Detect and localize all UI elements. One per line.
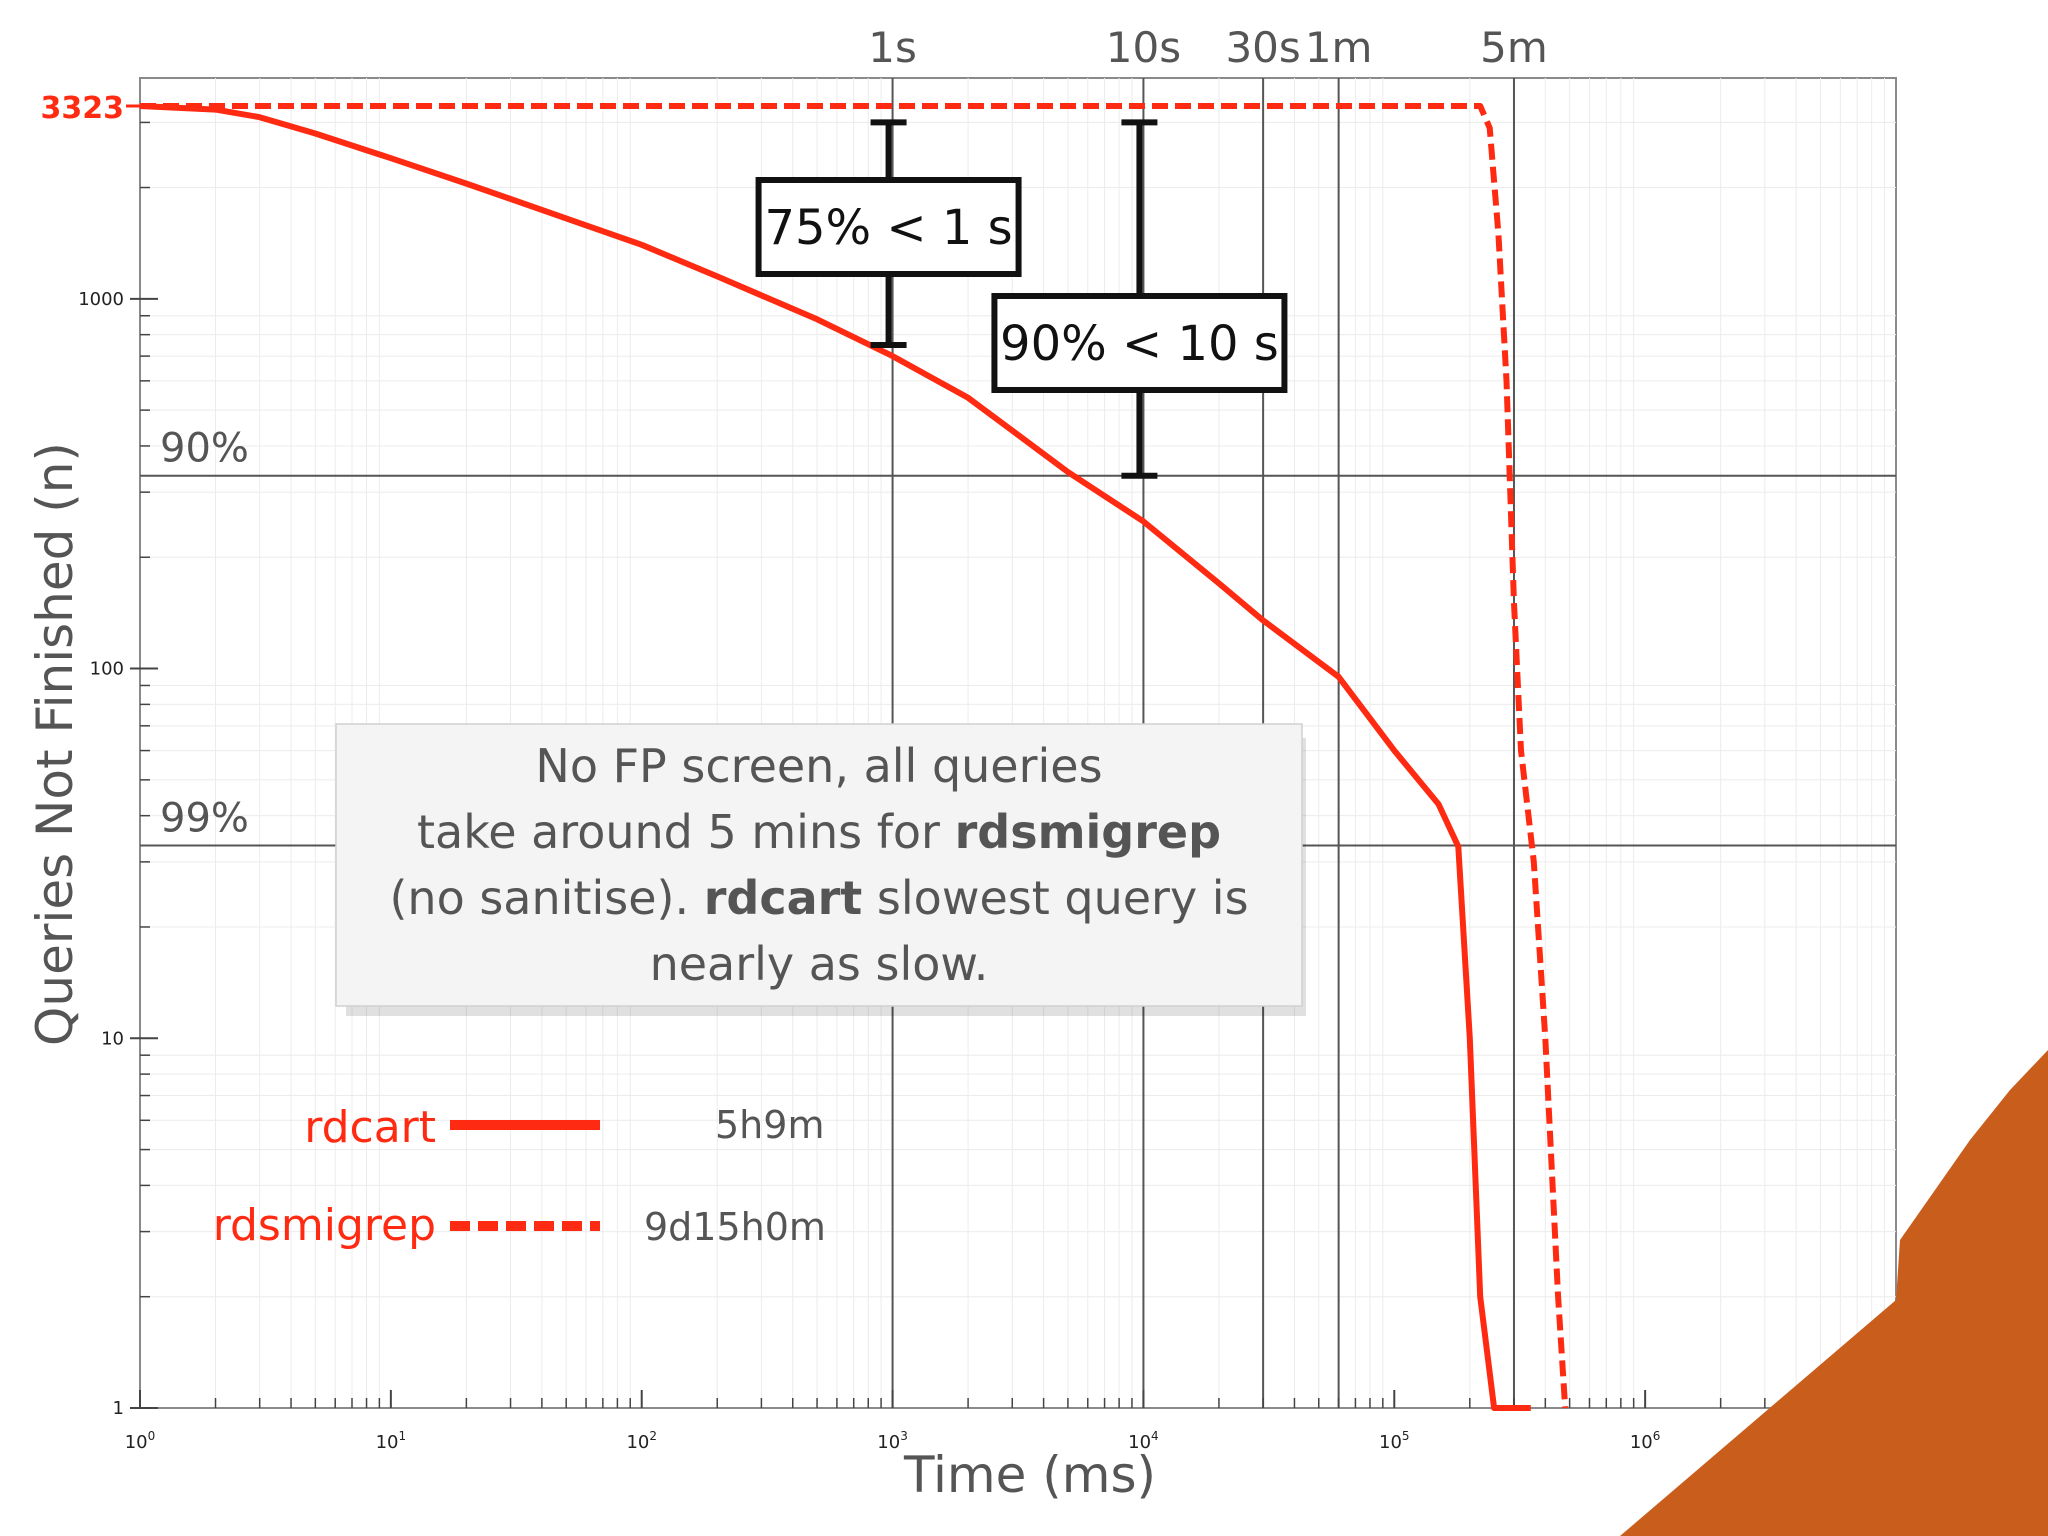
percentile-labels: 90% 99% xyxy=(160,426,249,842)
percentile-label: 90% xyxy=(160,426,249,472)
x-tick-label: 101 xyxy=(376,1429,407,1453)
y-max-label: 3323 xyxy=(41,91,125,126)
x-tick-label: 106 xyxy=(1630,1429,1661,1453)
y-axis-label: Queries Not Finished (n) xyxy=(26,442,84,1046)
x-tick-label: 104 xyxy=(1128,1429,1159,1453)
annotation-layer: 75% < 1 s 90% < 10 s xyxy=(755,119,1288,479)
y-tick-label: 1000 xyxy=(78,289,124,310)
legend-label-rdsmigrep: rdsmigrep xyxy=(213,1200,436,1251)
annotation-label: 75% < 1 s xyxy=(764,200,1012,256)
annotation-label: 90% < 10 s xyxy=(1000,316,1279,372)
legend-label-rdcart: rdcart xyxy=(304,1102,436,1153)
annotation-box xyxy=(991,293,1288,393)
legend: rdcart 5h9m rdsmigrep 9d15h0m xyxy=(213,1102,826,1251)
time-marker-label: 1m xyxy=(1305,23,1373,72)
series-line-rdcart xyxy=(139,103,1531,1411)
note-box: No FP screen, all queries take around 5 … xyxy=(335,723,1306,1016)
note-bold-rdcart: rdcart xyxy=(704,871,863,925)
percentile-label: 99% xyxy=(160,795,249,841)
note-line-3: (no sanitise). rdcart slowest query is xyxy=(389,871,1248,925)
note-bold-rdsmigrep: rdsmigrep xyxy=(955,805,1221,859)
legend-total-rdcart: 5h9m xyxy=(715,1103,824,1147)
x-tick-label: 105 xyxy=(1379,1429,1410,1453)
x-axis-label: Time (ms) xyxy=(903,1446,1156,1504)
note-line-1: No FP screen, all queries xyxy=(535,739,1102,793)
note-line-4: nearly as slow. xyxy=(650,937,989,991)
time-marker-labels: 1s 10s 30s 1m 5m xyxy=(868,23,1548,72)
series-line-rdsmigrep xyxy=(140,103,1569,1409)
x-tick-label: 102 xyxy=(626,1429,657,1453)
y-tick-label: 100 xyxy=(90,659,124,680)
time-marker-label: 5m xyxy=(1480,23,1548,72)
note-line-2: take around 5 mins for rdsmigrep xyxy=(417,805,1221,859)
series-layer xyxy=(139,103,1569,1411)
time-marker-label: 30s xyxy=(1225,23,1300,72)
x-tick-labels: 100101102103104105106107 xyxy=(125,1429,1912,1453)
x-tick-label: 103 xyxy=(877,1429,908,1453)
corner-decoration xyxy=(1620,1050,2048,1536)
y-tick-labels: 1 10 100 1000 3323 xyxy=(41,91,140,1419)
annotation-box xyxy=(755,177,1022,277)
time-marker-label: 10s xyxy=(1106,23,1181,72)
y-tick-label: 10 xyxy=(101,1028,124,1049)
time-marker-label: 1s xyxy=(868,23,917,72)
legend-total-rdsmigrep: 9d15h0m xyxy=(644,1205,826,1249)
y-tick-label: 1 xyxy=(113,1398,124,1419)
x-tick-label: 100 xyxy=(125,1429,156,1453)
